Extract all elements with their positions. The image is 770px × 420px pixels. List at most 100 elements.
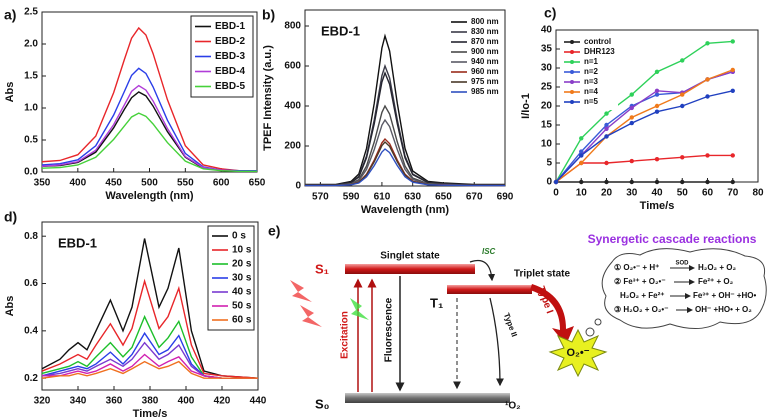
x-tick-label: 440: [250, 396, 267, 407]
legend-label: 830 nm: [471, 27, 499, 36]
x-tick-label: 400: [178, 396, 195, 407]
y-tick-label: 0.4: [24, 325, 38, 336]
singlet-oxygen: ¹O₂: [505, 401, 521, 412]
x-tick-label: 420: [214, 396, 231, 407]
y-tick-label: 0.6: [24, 278, 38, 289]
legend-label: 40 s: [232, 287, 252, 298]
y-axis-label: TPEF Intensity (a.u.): [262, 45, 274, 151]
y-tick-label: 20: [541, 101, 553, 112]
series-line: [41, 331, 258, 379]
cloud: [601, 248, 767, 329]
legend-marker: [570, 90, 574, 94]
x-tick-label: 610: [374, 192, 391, 203]
y-tick-label: 0: [295, 181, 301, 192]
superoxide: O₂•⁻: [566, 347, 589, 359]
legend-marker: [570, 40, 574, 44]
point: [680, 155, 685, 160]
y-tick-label: 40: [541, 25, 553, 36]
x-tick-label: 670: [466, 192, 483, 203]
series-line: [555, 69, 733, 183]
legend-label: EBD-5: [215, 81, 245, 92]
x-tick-label: 340: [70, 396, 87, 407]
x-tick-label: 60: [702, 188, 714, 199]
x-tick-label: 320: [34, 396, 51, 407]
legend-marker: [570, 60, 574, 64]
x-axis-label: Time/s: [133, 408, 168, 420]
point: [680, 58, 685, 63]
legend-label: 800 nm: [471, 17, 499, 26]
series-line: [41, 84, 257, 173]
point: [730, 39, 735, 44]
series-line: [555, 154, 733, 183]
point: [654, 92, 660, 97]
legend-label: EBD-2: [215, 36, 245, 47]
x-tick-label: 600: [213, 178, 230, 189]
legend-label: EBD-3: [215, 51, 245, 62]
legend-label: control: [584, 37, 611, 46]
panel-label: e): [268, 223, 280, 239]
legend-label: n=4: [584, 87, 599, 96]
x-tick-label: 500: [141, 178, 158, 189]
legend-label: n=1: [584, 57, 599, 66]
x-tick-label: 50: [677, 188, 689, 199]
point: [654, 69, 660, 75]
y-tick-label: 30: [541, 63, 553, 74]
series-line: [41, 238, 259, 379]
point: [604, 122, 609, 128]
cascade-title: Synergetic cascade reactions: [588, 232, 757, 246]
point: [629, 105, 634, 111]
legend-label: 960 nm: [471, 67, 499, 76]
point: [629, 158, 634, 164]
y-tick-label: 800: [284, 21, 301, 32]
y-tick-label: 2.5: [24, 7, 38, 18]
x-tick-label: 350: [34, 178, 51, 189]
x-tick-label: 550: [177, 178, 194, 189]
cloud-bubble: [594, 318, 602, 326]
reaction-right: OH⁻ +HO• + O₂: [695, 305, 752, 314]
legend-label: 900 nm: [471, 47, 499, 56]
x-tick-label: 360: [106, 396, 123, 407]
legend-label: 985 nm: [471, 87, 499, 96]
point: [604, 160, 609, 166]
series-line: [41, 26, 257, 172]
panel-label: a): [4, 7, 16, 23]
type2-label: Type II: [502, 312, 519, 338]
x-tick-label: 650: [435, 192, 452, 203]
triplet-level: [447, 285, 532, 294]
series-line: [305, 71, 505, 186]
x-axis-label: Wavelength (nm): [361, 204, 450, 216]
y-tick-label: 600: [284, 61, 301, 72]
x-tick-label: 40: [651, 188, 663, 199]
x-axis-label: Time/s: [640, 200, 675, 212]
x-tick-label: 650: [249, 178, 266, 189]
y-tick-label: 0: [546, 177, 552, 188]
legend-label: 870 nm: [471, 37, 499, 46]
y-tick-label: 200: [284, 141, 301, 152]
light-icon: [290, 280, 322, 327]
point: [604, 126, 609, 131]
point: [629, 92, 634, 97]
point: [579, 153, 584, 158]
legend-marker: [570, 80, 574, 84]
y-tick-label: 0.8: [24, 231, 38, 242]
point: [730, 67, 735, 73]
y-tick-label: 10: [541, 139, 553, 150]
point: [654, 179, 660, 185]
x-tick-label: 570: [312, 192, 329, 203]
isc-label: ISC: [482, 247, 496, 256]
reaction-left: ③ H₂O₂ + O₂•⁻: [614, 305, 668, 314]
y-tick-label: 400: [284, 101, 301, 112]
plot: d) 320 340 360 380 400 420 440 0.2 0.4 0.6 0.8 Time/…: [4, 209, 267, 420]
type1-arrow: [530, 284, 574, 345]
legend-label: n=2: [584, 67, 599, 76]
x-axis-label: Wavelength (nm): [105, 190, 194, 202]
isc-arrow: [469, 259, 496, 282]
y-tick-label: 1.0: [24, 103, 38, 114]
reaction-left: ① O₂•⁻ + H⁺: [614, 263, 659, 272]
panel-label: c): [544, 5, 556, 21]
legend-label: EBD-1: [215, 21, 245, 32]
x-tick-label: 0: [553, 188, 559, 199]
x-tick-label: 30: [626, 188, 638, 199]
point: [654, 88, 660, 94]
